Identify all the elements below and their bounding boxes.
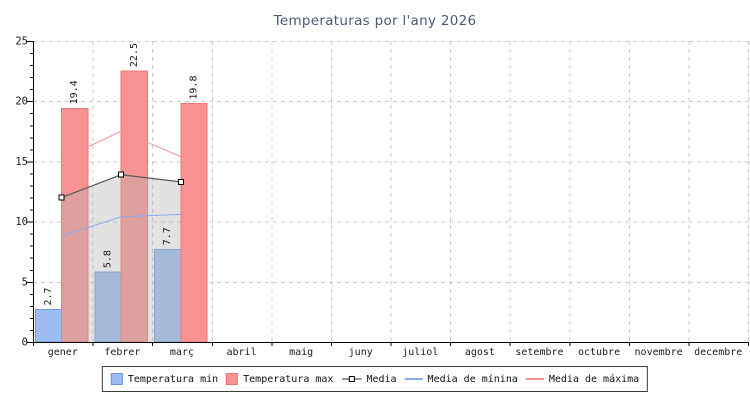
legend-label-temperatura-max: Temperatura max [243, 373, 334, 385]
bar-value-label-temperatura-min-gener: 2.7 [43, 287, 54, 305]
line-media-de-m-xima [61, 130, 181, 160]
month-label-mar-: març [170, 347, 194, 358]
legend-line-marker-media-icon [341, 376, 362, 382]
y-tick-label-5: 5 [22, 276, 28, 288]
legend-label-media-de-m-nina: Media de mínina [427, 373, 518, 385]
month-label-abril: abril [226, 347, 256, 358]
legend-item-media: Media [341, 373, 397, 385]
month-label-decembre: decembre [694, 347, 742, 358]
chart-title: Temperaturas por l'any 2026 [273, 13, 477, 29]
bar-temperatura-min-febrer [94, 271, 122, 343]
bar-temperatura-max-febrer [120, 70, 148, 343]
month-label-novembre: novembre [635, 347, 683, 358]
legend-label-temperatura-min: Temperatura min [127, 373, 219, 385]
month-label-setembre: setembre [515, 347, 563, 358]
bar-value-label-temperatura-max-febrer: 22.5 [129, 43, 140, 67]
legend-swatch-temperatura-min-icon [110, 373, 123, 385]
temperature-chart: 2.7 5.8 7.7 19.4 22.5 19.8 0 5 10 15 20 25 gener febr… [15, 36, 749, 358]
y-tick-label-15: 15 [15, 156, 28, 168]
month-label-febrer: febrer [104, 347, 140, 358]
bar-value-label-temperatura-min-mar-: 7.7 [162, 227, 173, 245]
marker-media-gener [58, 194, 65, 201]
y-tick-label-0: 0 [22, 337, 28, 349]
month-label-juliol: juliol [402, 347, 438, 358]
chart-legend: Temperatura min Temperatura max Media Media… [101, 366, 649, 392]
month-label-agost: agost [465, 347, 495, 358]
legend-label-media-de-m-xima: Media de máxima [548, 373, 640, 385]
legend-item-temperatura-max: Temperatura max [226, 373, 333, 385]
bar-value-label-temperatura-max-gener: 19.4 [69, 80, 80, 104]
month-label-octubre: octubre [578, 347, 620, 358]
media-area-fill [61, 174, 181, 342]
y-tick-label-20: 20 [15, 96, 28, 108]
bar-temperatura-min-gener [34, 308, 63, 343]
legend-item-temperatura-min: Temperatura min [110, 373, 219, 385]
marker-media-febrer [118, 171, 125, 178]
month-label-maig: maig [289, 347, 313, 358]
legend-item-media-de-m-nina: Media de mínina [404, 373, 518, 385]
bar-temperatura-min-mar- [154, 248, 182, 343]
month-label-gener: gener [48, 347, 78, 358]
legend-label-media: Media [366, 373, 397, 385]
bar-temperatura-max-mar- [180, 103, 208, 343]
month-label-juny: juny [349, 347, 373, 358]
legend-line-media-de-m-xima-icon [525, 378, 544, 380]
legend-line-media-de-m-nina-icon [404, 378, 423, 380]
y-tick-label-10: 10 [15, 216, 28, 228]
marker-media-mar- [177, 178, 184, 185]
legend-item-media-de-m-xima: Media de máxima [525, 373, 640, 385]
bar-temperatura-max-gener [61, 107, 89, 343]
y-tick-label-25: 25 [15, 36, 28, 48]
legend-swatch-temperatura-max-icon [226, 373, 239, 385]
line-media-de-m-nina [61, 213, 181, 237]
bar-value-label-temperatura-max-mar-: 19.8 [188, 76, 199, 100]
bar-value-label-temperatura-min-febrer: 5.8 [103, 250, 114, 268]
